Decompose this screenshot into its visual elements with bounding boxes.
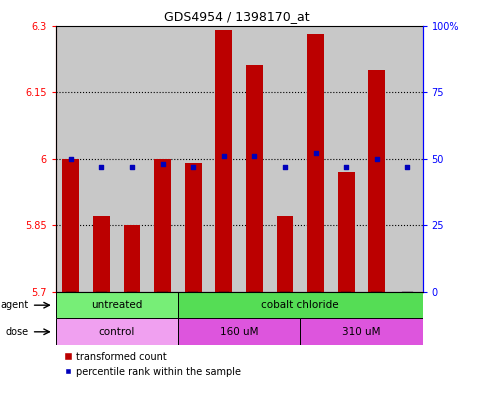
Text: agent: agent — [1, 300, 29, 310]
Bar — [361, 26, 392, 292]
Bar — [300, 318, 423, 345]
Text: GSM1240497: GSM1240497 — [250, 292, 259, 343]
Bar — [209, 26, 239, 292]
Point — [159, 161, 167, 167]
Bar — [178, 292, 423, 318]
Text: GSM1240501: GSM1240501 — [403, 292, 412, 343]
Point — [342, 163, 350, 170]
Bar — [56, 26, 86, 292]
Bar — [215, 30, 232, 292]
Text: GSM1240493: GSM1240493 — [97, 292, 106, 343]
Bar — [300, 26, 331, 292]
Text: GDS4954 / 1398170_at: GDS4954 / 1398170_at — [164, 10, 310, 23]
Point — [403, 163, 411, 170]
Text: GSM1240494: GSM1240494 — [219, 292, 228, 343]
Point — [251, 153, 258, 159]
Bar — [56, 318, 178, 345]
Text: GSM1240492: GSM1240492 — [311, 292, 320, 343]
Text: GSM1240498: GSM1240498 — [372, 292, 381, 343]
Bar — [154, 159, 171, 292]
Bar — [277, 217, 293, 292]
Text: GSM1240500: GSM1240500 — [281, 292, 289, 343]
Legend: transformed count, percentile rank within the sample: transformed count, percentile rank withi… — [60, 348, 245, 381]
Bar — [392, 26, 423, 292]
Bar — [361, 26, 392, 292]
Text: 160 uM: 160 uM — [220, 327, 258, 337]
Bar — [117, 26, 147, 292]
Bar — [331, 26, 361, 292]
Point — [281, 163, 289, 170]
Bar — [117, 26, 147, 292]
Point — [128, 163, 136, 170]
Bar — [178, 26, 209, 292]
Bar — [369, 70, 385, 292]
Bar — [86, 26, 117, 292]
Bar — [147, 26, 178, 292]
Bar — [338, 172, 355, 292]
Bar — [209, 26, 239, 292]
Bar — [331, 26, 361, 292]
Bar — [147, 26, 178, 292]
Bar — [270, 26, 300, 292]
Point — [98, 163, 105, 170]
Point — [373, 156, 381, 162]
Bar — [307, 35, 324, 292]
Bar — [185, 163, 201, 292]
Bar — [239, 26, 270, 292]
Bar — [56, 26, 86, 292]
Text: control: control — [99, 327, 135, 337]
Bar — [56, 292, 178, 318]
Bar — [93, 217, 110, 292]
Text: 310 uM: 310 uM — [342, 327, 381, 337]
Point — [312, 150, 319, 156]
Text: untreated: untreated — [91, 300, 142, 310]
Bar — [300, 26, 331, 292]
Text: cobalt chloride: cobalt chloride — [261, 300, 339, 310]
Bar — [246, 66, 263, 292]
Bar — [178, 318, 300, 345]
Bar — [124, 225, 141, 292]
Point — [189, 163, 197, 170]
Text: GSM1240490: GSM1240490 — [66, 292, 75, 343]
Text: GSM1240495: GSM1240495 — [341, 292, 351, 343]
Bar — [62, 159, 79, 292]
Text: GSM1240496: GSM1240496 — [128, 292, 137, 343]
Bar — [86, 26, 117, 292]
Bar — [178, 26, 209, 292]
Text: dose: dose — [6, 327, 29, 337]
Bar — [239, 26, 270, 292]
Text: GSM1240491: GSM1240491 — [189, 292, 198, 343]
Point — [67, 156, 75, 162]
Bar — [270, 26, 300, 292]
Text: GSM1240499: GSM1240499 — [158, 292, 167, 343]
Point — [220, 153, 227, 159]
Bar — [392, 26, 423, 292]
